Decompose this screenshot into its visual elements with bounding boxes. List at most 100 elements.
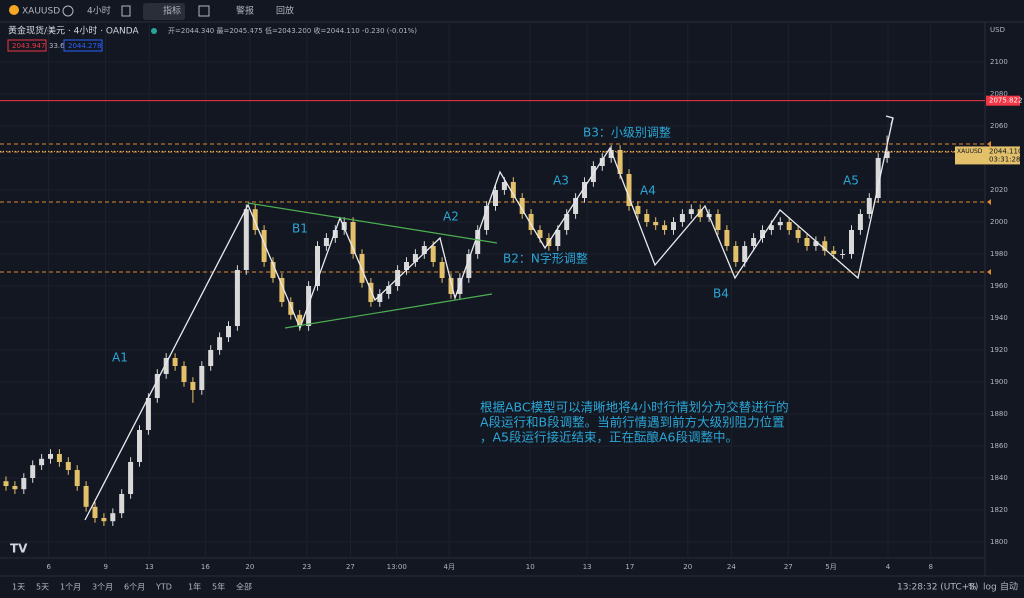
candle-body [484,206,490,230]
candle-body [30,465,36,478]
x-tick-label: 9 [103,563,107,571]
wave-line [84,117,894,521]
candle-body [270,262,276,278]
candle-body [92,506,98,518]
auto-toggle[interactable]: 自动 [1000,581,1018,593]
wave-label: B2：N字形调整 [503,251,588,266]
range-button[interactable]: 5年 [212,582,225,592]
candle-body [831,250,837,254]
candle-body [786,222,792,230]
range-button[interactable]: 5天 [36,583,49,592]
symbol[interactable]: XAUUSD [22,7,60,17]
note-line: A段运行和B段调整。当前行情遇到前方大级别阻力位置 [480,415,785,430]
logo: TV [10,542,28,556]
alert-tag [986,95,1020,106]
candle-body [857,214,863,230]
clock: 13:28:32 (UTC+8) [897,583,978,593]
add-symbol-icon[interactable] [62,5,74,17]
bid-box [7,39,47,52]
range-button[interactable]: 6个月 [124,583,145,592]
wave-label: A3 [553,174,569,188]
indicators-button[interactable] [143,3,185,20]
x-tick-label: 20 [245,563,254,571]
y-tick-label: 1880 [990,410,1008,418]
candle-body [412,254,418,262]
chart-type-icon[interactable] [121,5,131,17]
candle-body [208,350,214,366]
range-button[interactable]: 1个月 [60,583,81,592]
last-price-symbol: XAUUSD [957,148,983,155]
x-tick-label: 13 [583,563,592,571]
interval[interactable]: 4小时 [87,5,111,17]
candle-body [555,230,561,246]
alerts[interactable]: 警报 [236,5,254,17]
candle-body [181,366,187,382]
candle-body [404,262,409,270]
range-button[interactable]: YTD [155,583,172,592]
candle-body [760,230,765,238]
candle-body [12,486,18,490]
range-button[interactable]: 1年 [188,582,201,592]
candle-body [448,278,454,294]
ask-box [63,39,103,52]
candle-body [840,254,846,255]
x-tick-label: 4月 [443,563,454,571]
x-tick-label: 10 [526,563,535,571]
candle-body [617,150,623,174]
indicators[interactable]: 指标 [163,5,181,17]
range-button[interactable]: 3个月 [92,583,113,592]
candle-body [368,282,374,302]
spread: 33.6 [49,42,65,50]
alert-price: 2075.822 [989,97,1022,105]
countdown: 03:31:28 [989,155,1020,163]
x-tick-label: 27 [784,563,793,571]
candle-body [493,190,498,206]
candle-body [884,151,890,158]
x-tick-label: 8 [928,563,932,571]
x-tick-label: 4 [886,563,891,571]
note-line: 根据ABC模型可以清晰地将4小时行情划分为交替进行的 [480,400,789,415]
ask: 2044.278 [68,42,101,50]
level-marker [987,269,991,275]
x-tick-label: 13 [145,563,154,571]
candle-body [875,158,881,198]
candle-body [537,230,543,238]
candle-body [332,230,338,238]
percent-toggle[interactable]: % [968,583,977,593]
x-tick-label: 17 [625,563,634,571]
candle-body [697,209,703,218]
candle-body [56,454,62,462]
replay[interactable]: 回放 [276,5,294,17]
candle-body [528,214,534,230]
candle-body [501,182,507,190]
candle-body [804,238,810,246]
candle-body [421,246,427,254]
x-tick-label: 23 [302,563,311,571]
range-button[interactable]: 全部 [236,582,252,592]
candle-body [3,481,9,486]
range-button[interactable]: 1天 [12,583,25,592]
candle-body [21,478,27,490]
last-price: 2044.110 [989,147,1022,155]
candle-body [608,150,614,158]
symbol-icon[interactable] [9,5,19,15]
candle-body [733,246,739,262]
candle-body [119,494,125,514]
candle-body [297,314,303,326]
wave-label: B1 [292,222,308,236]
y-tick-label: 1940 [990,314,1008,322]
x-tick-label: 24 [727,563,736,571]
layout-icon[interactable] [198,5,210,17]
wave-label: A5 [843,174,859,188]
candle-body [172,358,178,366]
candle-body [662,225,668,230]
note-line: ，A5段运行接近结束，正在酝酿A6段调整中。 [480,430,738,445]
candle-body [466,254,472,278]
candle-body [74,470,80,486]
log-toggle[interactable]: log [983,583,997,593]
last-price-tag [955,146,1020,165]
candle-body [315,246,320,286]
candle-body [350,222,356,254]
y-tick-label: 2020 [990,186,1008,194]
candle-body [377,294,383,302]
